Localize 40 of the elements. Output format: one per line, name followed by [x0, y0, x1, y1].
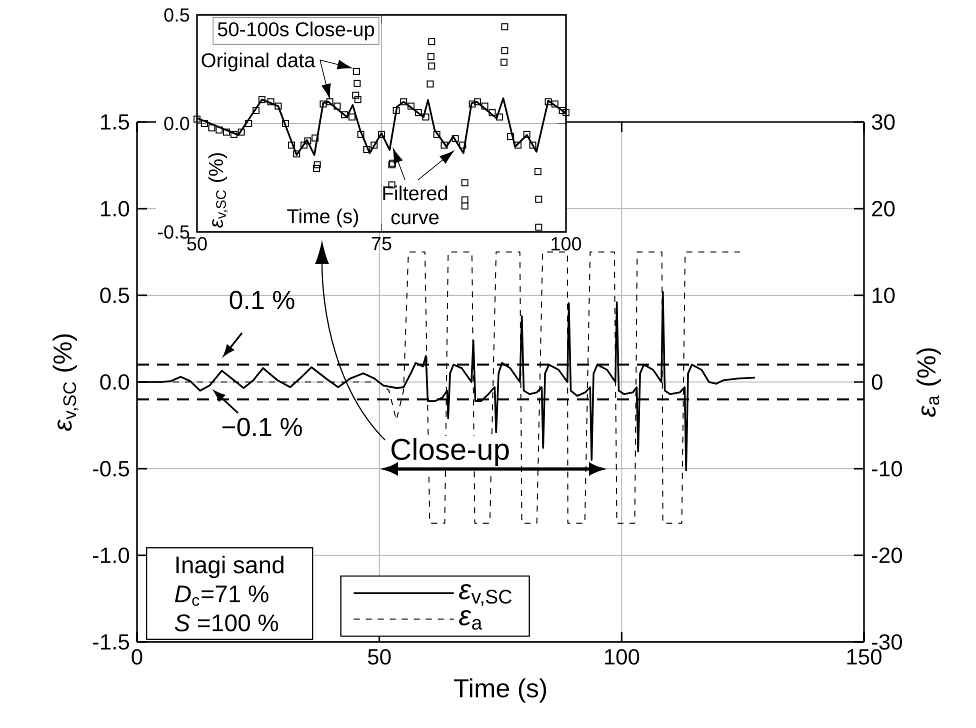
- y-tick-label: 1.0: [101, 200, 130, 216]
- y-tick-label: -0.5: [93, 460, 129, 476]
- x-tick-label: 100: [552, 237, 582, 251]
- y-tick-label: -1.5: [93, 634, 129, 650]
- legend-label: ε$_{a}$: [459, 610, 482, 630]
- x-tick-label: 50: [187, 237, 207, 251]
- y-tick-label: 0.5: [164, 8, 190, 22]
- y-tick-label: 0.0: [100, 374, 130, 390]
- y-tick-label: 0.5: [100, 288, 129, 304]
- legend-label: ε$_{v,SC}$: [459, 584, 512, 606]
- x-axis-title: Time (s): [454, 678, 546, 703]
- ref-line-label: 0.1 %: [230, 290, 294, 310]
- y-tick-label: 1.5: [101, 114, 129, 130]
- y2-tick-label: 10: [872, 288, 895, 304]
- annotation: D$_{c}$=71 %: [174, 585, 268, 606]
- annotation: Original data: [202, 52, 316, 72]
- y-axis-title: ε$_{v,SC}$ (%): [208, 153, 228, 228]
- x-tick-label: 75: [372, 237, 392, 250]
- y2-axis-title: ε$_{a}$ (%): [916, 348, 941, 417]
- annotation: Filtered curve: [383, 186, 448, 224]
- y-tick-label: 0.0: [164, 116, 190, 130]
- annotation: Inagi sand: [176, 556, 284, 578]
- x-tick-label: 0: [132, 649, 142, 665]
- chart-title: 50-100s Close-up: [218, 22, 374, 40]
- y2-tick-label: 0: [872, 374, 882, 390]
- annotation: S =100 %: [174, 614, 278, 632]
- y2-tick-label: 30: [872, 114, 895, 130]
- y2-tick-label: -10: [872, 460, 902, 476]
- y-tick-label: -0.5: [158, 225, 190, 239]
- ref-line-label: −0.1 %: [222, 418, 302, 436]
- y-axis-title: ε$_{v,SC}$ (%): [52, 334, 78, 431]
- y2-tick-label: 20: [872, 200, 895, 216]
- x-tick-label: 100: [604, 649, 640, 665]
- y-tick-label: -1.0: [93, 548, 130, 564]
- x-tick-label: 50: [368, 649, 391, 665]
- x-axis-title: Time (s): [287, 208, 358, 228]
- annotation: Close-up: [392, 438, 509, 466]
- y2-tick-label: -20: [872, 548, 902, 564]
- y2-tick-label: -30: [872, 634, 902, 650]
- x-tick-label: 150: [847, 649, 882, 665]
